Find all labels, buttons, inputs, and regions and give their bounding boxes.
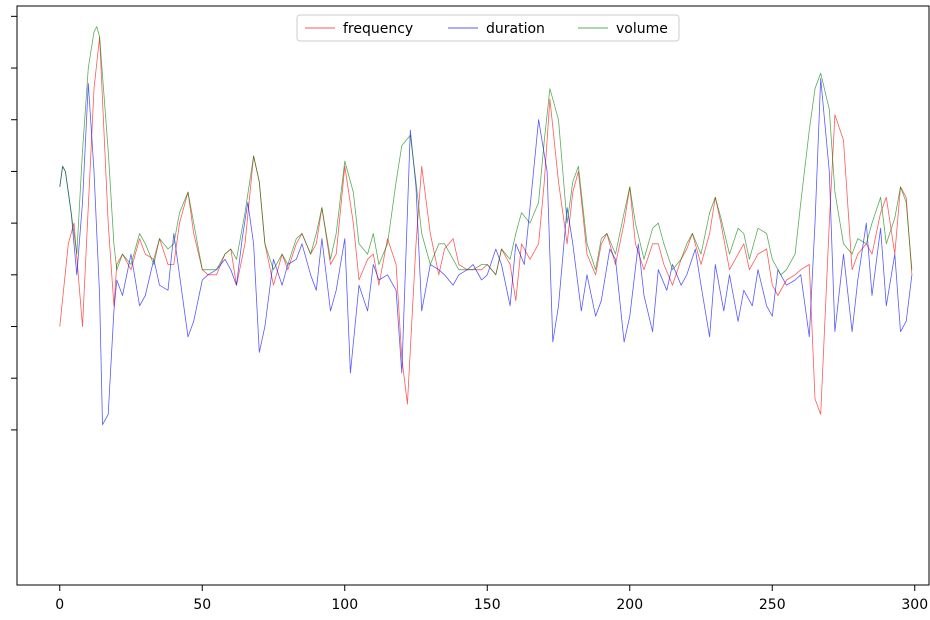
x-tick-label: 0 [55, 597, 64, 613]
legend-label-frequency: frequency [343, 21, 413, 37]
x-tick-label: 300 [901, 597, 928, 613]
x-tick-label: 100 [331, 597, 358, 613]
series-layer [59, 26, 913, 426]
legend: frequency duration volume [296, 14, 680, 42]
x-tick-label: 150 [474, 597, 501, 613]
series-line-volume [59, 26, 913, 276]
legend-box [296, 14, 680, 42]
x-tick-label: 50 [193, 597, 211, 613]
legend-label-volume: volume [616, 21, 668, 37]
x-tick-label: 250 [759, 597, 786, 613]
legend-label-duration: duration [486, 21, 545, 37]
plot-frame [16, 5, 930, 586]
series-line-duration [59, 78, 913, 426]
plot-area [16, 5, 930, 586]
x-axis: 0 50 100 150 200 250 300 [55, 585, 928, 613]
y-axis [11, 15, 17, 431]
x-tick-label: 200 [616, 597, 643, 613]
